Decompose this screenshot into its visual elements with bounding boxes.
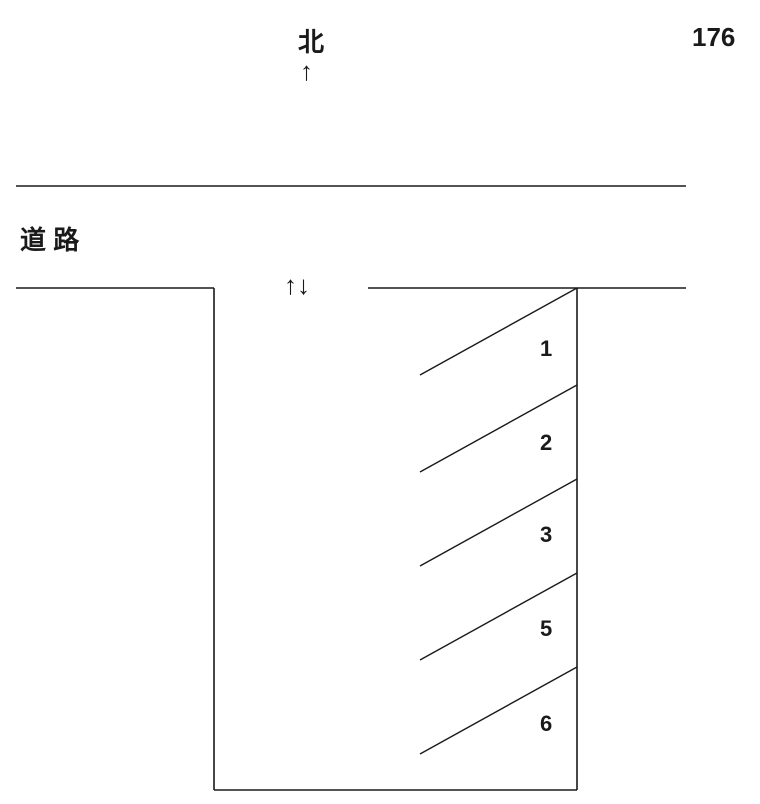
page-number: 176 (692, 22, 735, 53)
parking-slot-number: 2 (540, 430, 552, 456)
entry-arrows-icon: ↑↓ (284, 270, 310, 301)
north-label: 北 (298, 22, 324, 59)
diagram-lines (0, 0, 760, 804)
north-arrow-icon: ↑ (300, 56, 313, 87)
parking-slot-number: 3 (540, 522, 552, 548)
parking-slot-number: 1 (540, 336, 552, 362)
road-label: 道 路 (20, 220, 79, 257)
parking-layout-diagram: 北 ↑ 道 路 176 ↑↓ 1 2 3 5 6 (0, 0, 760, 804)
parking-slot-number: 6 (540, 711, 552, 737)
parking-slot-number: 5 (540, 616, 552, 642)
